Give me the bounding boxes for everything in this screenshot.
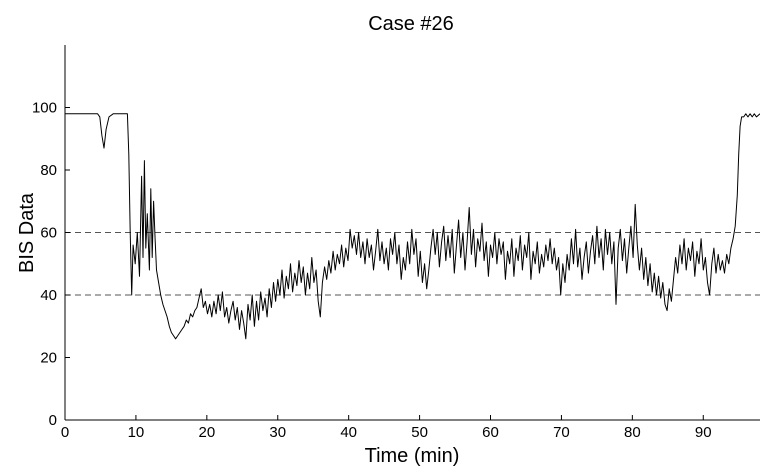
y-axis-label: BIS Data xyxy=(16,192,38,273)
x-tick-label-50: 50 xyxy=(411,424,428,441)
x-tick-label-40: 40 xyxy=(340,424,357,441)
x-tick-label-80: 80 xyxy=(624,424,641,441)
x-tick-label-20: 20 xyxy=(198,424,215,441)
y-tick-label-80: 80 xyxy=(40,162,57,179)
y-tick-label-0: 0 xyxy=(49,412,57,429)
y-tick-label-40: 40 xyxy=(40,287,57,304)
x-tick-label-10: 10 xyxy=(128,424,145,441)
x-tick-label-30: 30 xyxy=(269,424,286,441)
x-tick-label-70: 70 xyxy=(553,424,570,441)
series-line-0 xyxy=(65,113,760,340)
x-tick-label-90: 90 xyxy=(695,424,712,441)
series-layer xyxy=(65,113,760,340)
chart-title: Case #26 xyxy=(368,13,454,35)
x-tick-label-60: 60 xyxy=(482,424,499,441)
x-axis-label: Time (min) xyxy=(365,445,460,466)
y-tick-label-60: 60 xyxy=(40,225,57,242)
x-axis-ticks: 0 10 20 30 40 50 60 70 80 90 xyxy=(61,415,712,441)
y-tick-label-100: 100 xyxy=(32,100,57,117)
x-tick-label-0: 0 xyxy=(61,424,69,441)
y-tick-label-20: 20 xyxy=(40,350,57,367)
reference-lines xyxy=(65,232,760,296)
y-axis-ticks: 0 20 40 60 80 100 xyxy=(32,100,70,429)
